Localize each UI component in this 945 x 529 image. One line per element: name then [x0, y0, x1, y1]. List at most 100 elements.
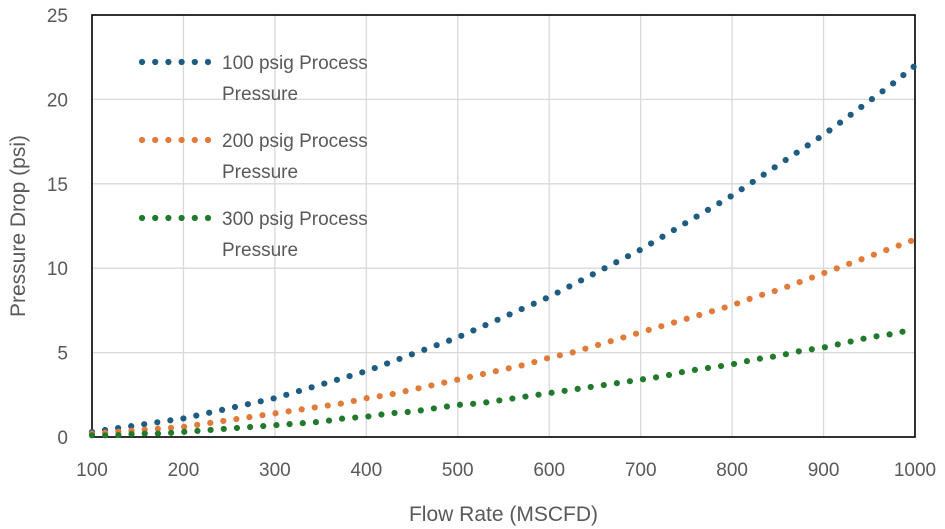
series-2-dot-50: [734, 300, 741, 307]
x-axis-label: Flow Rate (MSCFD): [409, 503, 598, 526]
series-3-dot-58: [847, 338, 854, 345]
series-2-dot-17: [311, 404, 318, 411]
series-1-dot-58: [793, 149, 800, 156]
series-2-dot-54: [784, 283, 791, 290]
series-3-dot-7: [181, 428, 188, 435]
x-tick-label: 1000: [894, 460, 936, 481]
series-2-dot-62: [883, 247, 890, 254]
series-1-dot-5: [154, 419, 161, 426]
series-1-dot-36: [542, 295, 549, 302]
series-3-dot-23: [391, 409, 398, 417]
series-1-dot-23: [384, 360, 391, 367]
series-3-dot-31: [496, 397, 503, 404]
series-3-dot-6: [168, 429, 175, 436]
y-tick-label: 15: [47, 175, 68, 196]
series-1-dot-61: [826, 127, 833, 134]
y-tick-label: 5: [57, 344, 68, 365]
series-3-dot-19: [338, 415, 346, 422]
series-2-dot-61: [870, 251, 878, 258]
series-3-dot-62: [899, 328, 906, 335]
y-tick-label: 25: [47, 6, 68, 27]
series-1-dot-41: [601, 265, 608, 272]
series-1-dot-18: [321, 380, 328, 387]
legend-item-2: 200 psig Process Pressure: [138, 131, 368, 183]
series-1-dot-34: [518, 306, 525, 313]
series-1-dot-25: [408, 351, 415, 358]
legend-label-line: Pressure: [222, 84, 298, 105]
legend-marker-dot: [178, 136, 185, 144]
series-1-dot-4: [141, 421, 148, 428]
series-1-dot-68: [900, 71, 907, 79]
series-1-dot-24: [396, 355, 403, 363]
series-3-dot-49: [730, 360, 738, 368]
series-3-dot-27: [443, 403, 450, 410]
series-2-dot-27: [441, 379, 448, 386]
legend-marker-dot: [191, 214, 198, 222]
series-3-dot-47: [704, 364, 712, 372]
legend-label: 100 psig Process Pressure: [222, 53, 368, 105]
y-tick-label: 20: [47, 90, 68, 111]
legend-marker-dot: [152, 58, 159, 66]
series-2-dot-37: [569, 349, 576, 356]
series-1-dot-27: [433, 342, 440, 349]
series-2-dot-8: [194, 421, 201, 428]
series-2-dot-45: [670, 319, 678, 326]
series-3-dot-33: [522, 393, 529, 400]
series-3-dot-28: [456, 401, 464, 408]
legend-marker-dot: [204, 136, 212, 144]
series-1: [88, 63, 917, 436]
series-3-dot-60: [873, 333, 880, 340]
series-3-dot-43: [652, 374, 660, 381]
series-3-dot-32: [509, 395, 516, 402]
legend-marker-dot: [165, 214, 172, 222]
series-1-dot-44: [636, 247, 643, 254]
series-2-dot-32: [505, 365, 512, 372]
series-3-dot-16: [299, 420, 306, 427]
series-1-dot-65: [868, 96, 876, 103]
series-2-dot-59: [846, 260, 853, 267]
series-1-dot-56: [771, 164, 778, 171]
legend-marker-dot: [152, 214, 159, 222]
legend-label: 200 psig Process Pressure: [222, 131, 368, 183]
series-3-dot-4: [141, 430, 148, 437]
series-3-dot-57: [834, 341, 841, 348]
series-3-dot-56: [821, 344, 828, 351]
series-3-dot-52: [769, 353, 777, 360]
series-3-dot-41: [626, 378, 634, 385]
series-2-dot-24: [402, 388, 409, 395]
series-2-dot-33: [518, 362, 525, 369]
series-1-dot-9: [206, 409, 213, 416]
x-tick-label: 500: [442, 460, 474, 481]
series-3-dot-9: [207, 426, 214, 434]
legend-marker-dot: [152, 136, 159, 144]
series-1-dot-48: [682, 220, 689, 227]
series-3-dot-55: [808, 346, 815, 353]
series-3-dot-36: [561, 387, 568, 394]
series-2-dot-22: [376, 393, 383, 400]
series-3-dot-22: [378, 411, 385, 418]
series-3-dot-51: [756, 355, 763, 362]
legend-marker-dot: [204, 58, 212, 66]
series-2-dot-7: [181, 423, 188, 430]
series-3-dot-10: [220, 425, 227, 433]
series-2-dot-21: [363, 395, 370, 402]
series-1-dot-66: [879, 88, 886, 95]
series-2-dot-60: [858, 256, 865, 263]
legend: 100 psig Process Pressure 200 psig Process…: [138, 53, 368, 261]
x-tick-label: 800: [716, 460, 748, 481]
series-3-dot-45: [678, 369, 686, 376]
series-3-dot-8: [194, 427, 201, 434]
x-tick-label: 100: [76, 460, 108, 481]
series-2-dot-43: [645, 326, 652, 334]
series-1-dot-26: [421, 346, 428, 353]
series-2-dot-42: [632, 330, 640, 337]
series-1-dot-7: [180, 415, 187, 422]
series-1-dot-47: [670, 226, 677, 234]
series-2-dot-57: [821, 269, 828, 277]
series-3-dot-1: [102, 432, 109, 439]
series-1-dot-3: [128, 423, 135, 430]
series-3: [88, 328, 906, 439]
legend-label-line: 100 psig Process: [222, 53, 368, 74]
series-2-dot-47: [696, 311, 703, 319]
